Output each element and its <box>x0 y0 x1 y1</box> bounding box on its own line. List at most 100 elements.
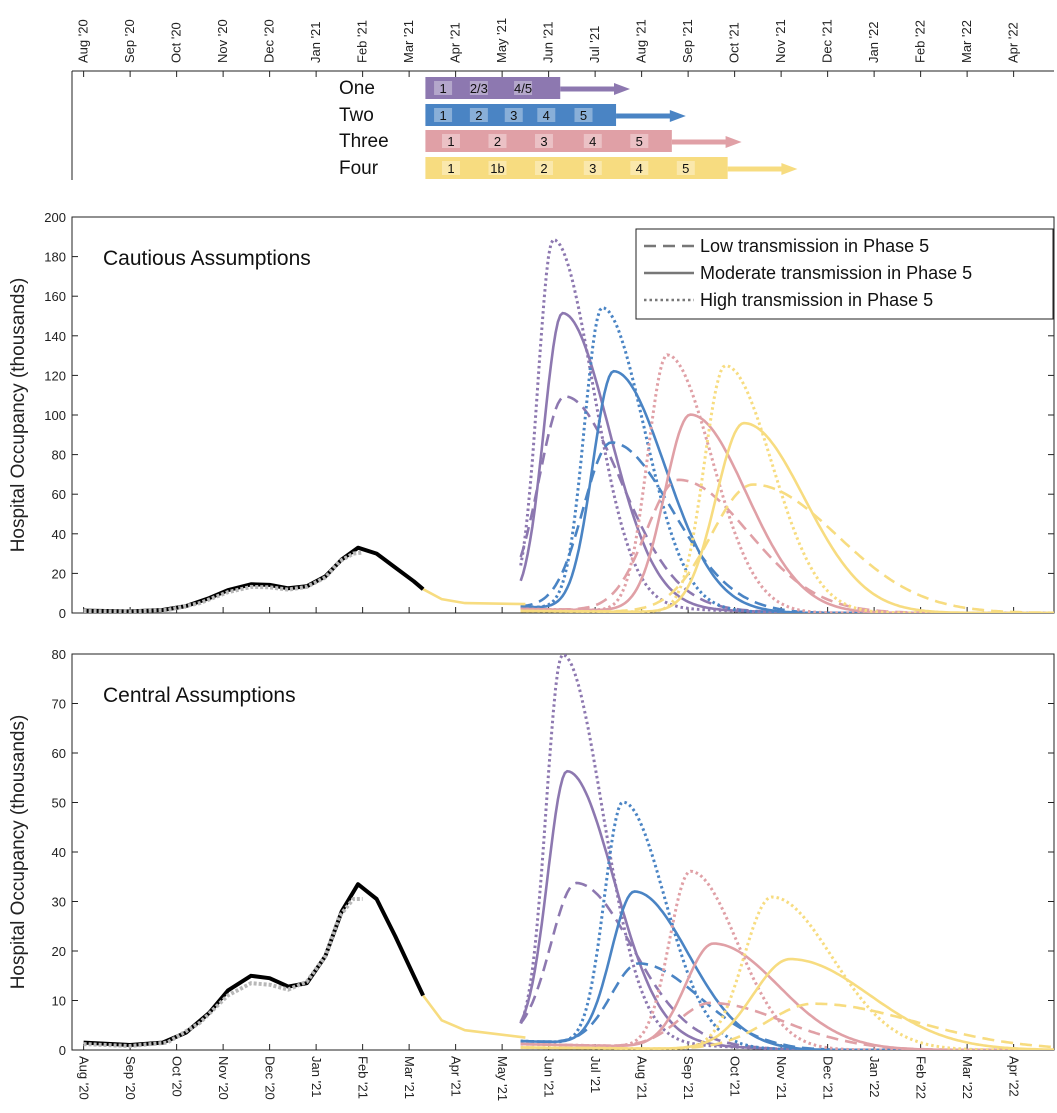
legend-entry: Low transmission in Phase 5 <box>700 236 929 256</box>
y-tick-label: 180 <box>44 250 66 265</box>
x-month-label: Oct '21 <box>728 1056 743 1097</box>
y-tick-label: 20 <box>52 944 66 959</box>
curve-one-solid <box>519 311 1054 613</box>
y-tick-label: 120 <box>44 368 66 383</box>
panel-title: Central Assumptions <box>103 684 296 707</box>
y-tick-label: 0 <box>59 1043 66 1058</box>
phase-label: 2/3 <box>470 81 488 96</box>
x-month-label: Dec '21 <box>821 1056 836 1100</box>
phase-label: 5 <box>682 161 689 176</box>
phase-marker <box>537 108 556 122</box>
x-month-label: Jul '21 <box>588 1056 603 1093</box>
y-axis-label: Hospital Occupancy (thousands) <box>8 715 29 990</box>
phase-label: 1 <box>447 161 454 176</box>
phase-marker <box>469 108 488 122</box>
phase-marker <box>534 161 553 175</box>
roadmap-scenario-label: One <box>339 78 375 99</box>
x-month-label: Mar '21 <box>402 1056 417 1099</box>
y-tick-label: 40 <box>52 845 66 860</box>
phase-label: 4 <box>636 161 643 176</box>
plot-frame <box>71 653 1055 1051</box>
curve-four-dashed <box>520 1002 1054 1050</box>
x-month-label: Apr '22 <box>1007 1056 1022 1097</box>
plot-area <box>83 654 1054 1050</box>
roadmap-row-four: Four 1 1b 2 3 4 5 <box>339 157 798 179</box>
legend-entry: Moderate transmission in Phase 5 <box>700 263 972 283</box>
curve-two-solid <box>520 369 1054 613</box>
x-month-label: Apr '21 <box>449 1056 464 1097</box>
top-month-label: Aug '20 <box>76 19 91 63</box>
phase-label: 1b <box>490 161 504 176</box>
phase-label: 2 <box>540 161 547 176</box>
roadmap-arrowhead <box>669 110 686 122</box>
legend: Low transmission in Phase 5 Moderate tran… <box>635 228 1054 320</box>
panel-title: Cautious Assumptions <box>103 247 311 270</box>
phase-label: 3 <box>510 108 517 123</box>
phase-marker <box>488 134 507 148</box>
curve-two-dotted <box>520 305 1054 613</box>
model-history-line <box>83 882 425 1047</box>
phase-label: 2 <box>494 134 501 149</box>
y-tick-label: 50 <box>52 796 66 811</box>
curve-two-dashed <box>520 441 1054 613</box>
roadmap-scenario-label: Four <box>339 158 379 179</box>
x-month-label: May '21 <box>495 1056 510 1101</box>
roadmap-bar <box>425 77 561 99</box>
x-month-label: Dec '20 <box>263 1056 278 1100</box>
top-month-label: Oct '21 <box>727 22 742 63</box>
y-tick-label: 200 <box>44 210 66 225</box>
roadmap-bar <box>425 130 672 152</box>
plot-area <box>83 237 1054 613</box>
y-tick-label: 40 <box>52 527 66 542</box>
phase-marker <box>504 108 523 122</box>
top-month-label: Sep '20 <box>122 19 137 63</box>
phase-marker <box>514 81 533 95</box>
curve-four-dashed <box>520 483 1054 613</box>
y-tick-label: 30 <box>52 895 66 910</box>
x-month-label: Oct '20 <box>170 1056 185 1097</box>
phase-label: 4 <box>543 108 550 123</box>
x-month-label: Sep '21 <box>681 1056 696 1100</box>
phase-marker <box>676 161 695 175</box>
top-month-label: Dec '21 <box>820 19 835 63</box>
curve-two-dashed <box>520 962 1054 1050</box>
y-tick-label: 160 <box>44 289 66 304</box>
roadmap-row-one: One 1 2/3 4/5 <box>339 77 630 99</box>
top-month-label: Aug '21 <box>634 19 649 63</box>
top-month-label: Jan '22 <box>866 21 881 63</box>
curve-one-dashed <box>519 394 1054 613</box>
phase-marker <box>434 108 453 122</box>
top-month-label: May '21 <box>494 18 509 63</box>
phase-marker <box>434 81 453 95</box>
top-month-label: Feb '22 <box>913 20 928 63</box>
phase-marker <box>488 161 507 175</box>
phase-marker <box>583 134 602 148</box>
curve-three-dotted <box>520 353 1054 613</box>
y-tick-label: 60 <box>52 487 66 502</box>
curve-one-dashed <box>519 881 1054 1050</box>
phase-marker <box>574 108 593 122</box>
phase-marker <box>441 134 460 148</box>
phase-label: 1 <box>439 81 446 96</box>
top-month-label: Jun '21 <box>541 21 556 63</box>
roadmap-arrowhead <box>614 83 630 95</box>
curve-four-dotted <box>520 895 1054 1050</box>
y-tick-label: 100 <box>44 408 66 423</box>
top-month-label: Feb '21 <box>355 20 370 63</box>
projection-bridge-line <box>422 588 526 606</box>
roadmap-bar <box>425 104 617 126</box>
roadmap-arrowhead <box>725 136 742 148</box>
x-month-label: Feb '22 <box>914 1056 929 1099</box>
phase-label: 5 <box>580 108 587 123</box>
top-month-label: Apr '21 <box>448 22 463 63</box>
x-month-label: Jan '21 <box>309 1056 324 1098</box>
x-month-label: Nov '21 <box>774 1056 789 1100</box>
top-month-label: Nov '21 <box>773 19 788 63</box>
phase-label: 3 <box>589 161 596 176</box>
observed-data-line <box>83 897 363 1049</box>
phase-label: 1 <box>447 134 454 149</box>
y-tick-label: 80 <box>52 647 66 662</box>
roadmap-row-two: Two 1 2 3 4 5 <box>339 104 686 126</box>
phase-marker <box>630 134 649 148</box>
